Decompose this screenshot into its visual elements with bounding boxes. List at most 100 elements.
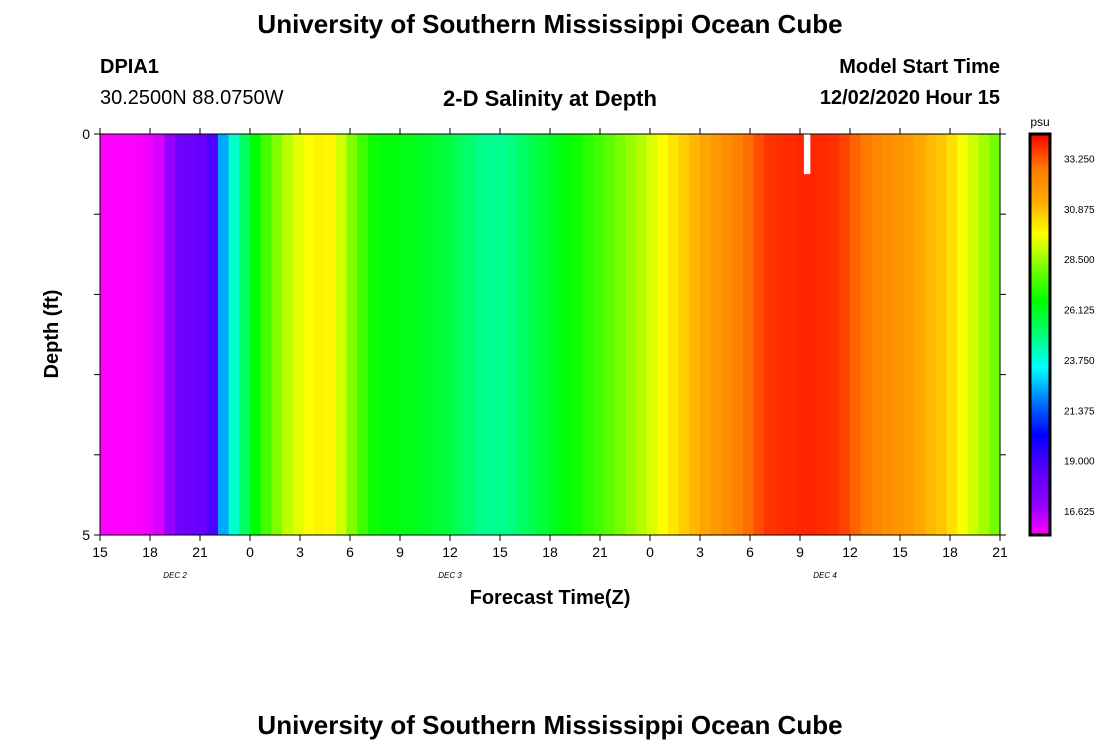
day-label: DEC 3: [438, 571, 462, 580]
salinity-column: [678, 134, 690, 535]
salinity-column: [560, 134, 573, 535]
salinity-column: [282, 134, 294, 535]
salinity-column: [807, 134, 819, 535]
x-tick-label: 21: [192, 544, 208, 560]
salinity-column: [957, 134, 969, 535]
x-tick-label: 18: [142, 544, 158, 560]
salinity-column: [389, 134, 401, 535]
x-tick-label: 6: [346, 544, 354, 560]
salinity-column: [228, 134, 240, 535]
salinity-column: [292, 134, 305, 535]
salinity-column: [646, 134, 658, 535]
x-tick-label: 9: [796, 544, 804, 560]
y-axis-label: Depth (ft): [41, 290, 63, 379]
x-tick-label: 9: [396, 544, 404, 560]
salinity-column: [367, 134, 380, 535]
salinity-column: [475, 134, 487, 535]
salinity-column: [432, 134, 444, 535]
salinity-column: [732, 134, 744, 535]
salinity-column: [914, 134, 926, 535]
x-tick-label: 15: [92, 544, 108, 560]
salinity-column: [785, 134, 798, 535]
x-tick-label: 18: [542, 544, 558, 560]
salinity-column: [239, 134, 251, 535]
colorbar-tick-label: 21.375: [1064, 406, 1095, 417]
salinity-column: [635, 134, 648, 535]
salinity-column: [882, 134, 894, 535]
salinity-column: [742, 134, 755, 535]
salinity-column: [442, 134, 455, 535]
x-tick-label: 3: [296, 544, 304, 560]
salinity-column: [625, 134, 637, 535]
salinity-column: [110, 134, 123, 535]
salinity-column: [271, 134, 283, 535]
salinity-column: [667, 134, 680, 535]
salinity-column: [260, 134, 273, 535]
salinity-column: [357, 134, 369, 535]
salinity-column: [710, 134, 723, 535]
x-tick-label: 15: [492, 544, 508, 560]
salinity-column: [507, 134, 519, 535]
salinity-column: [400, 134, 412, 535]
salinity-column: [753, 134, 765, 535]
salinity-column: [989, 134, 1001, 535]
day-label: DEC 2: [163, 571, 187, 580]
y-tick-label: 5: [82, 527, 90, 543]
salinity-column: [871, 134, 883, 535]
salinity-column: [721, 134, 733, 535]
salinity-column: [453, 134, 465, 535]
x-tick-label: 21: [592, 544, 608, 560]
page-title: University of Southern Mississippi Ocean…: [257, 9, 843, 39]
x-tick-label: 3: [696, 544, 704, 560]
colorbar: [1028, 132, 1052, 537]
heatmap-cells: [100, 134, 1001, 535]
salinity-column: [978, 134, 990, 535]
salinity-column: [860, 134, 873, 535]
salinity-column: [217, 134, 230, 535]
model-start-label: Model Start Time: [839, 56, 1000, 78]
chart-marks: 15 18 21 0 3 6 9 12 15 18 21 0 3 6 9 12 15 18 21 DEC 2 DEC 3…: [82, 126, 1095, 580]
salinity-column: [850, 134, 862, 535]
salinity-column: [828, 134, 840, 535]
footer-title: University of Southern Mississippi Ocean…: [257, 710, 843, 740]
salinity-column: [496, 134, 508, 535]
x-tick-label: 18: [942, 544, 958, 560]
x-tick-label: 15: [892, 544, 908, 560]
colorbar-tick-label: 26.125: [1064, 306, 1095, 317]
salinity-column: [132, 134, 144, 535]
salinity-column: [153, 134, 165, 535]
salinity-column: [142, 134, 155, 535]
salinity-column: [314, 134, 326, 535]
salinity-column: [657, 134, 669, 535]
salinity-column: [175, 134, 187, 535]
salinity-column: [421, 134, 433, 535]
colorbar-tick-label: 33.250: [1064, 154, 1095, 165]
salinity-column: [571, 134, 583, 535]
salinity-column: [164, 134, 176, 535]
salinity-column: [539, 134, 551, 535]
x-axis-label: Forecast Time(Z): [470, 587, 631, 609]
salinity-column: [935, 134, 948, 535]
salinity-column: [796, 134, 808, 535]
colorbar-tick-label: 28.500: [1064, 255, 1095, 266]
model-start-value: 12/02/2020 Hour 15: [819, 87, 1000, 109]
salinity-column: [689, 134, 701, 535]
salinity-column: [346, 134, 358, 535]
station-coordinates: 30.2500N 88.0750W: [100, 87, 284, 109]
salinity-column: [185, 134, 198, 535]
x-tick-label: 12: [442, 544, 458, 560]
x-tick-label: 6: [746, 544, 754, 560]
salinity-column: [550, 134, 562, 535]
x-tick-label: 0: [246, 544, 254, 560]
salinity-column: [378, 134, 390, 535]
salinity-column: [100, 134, 112, 535]
salinity-column: [196, 134, 208, 535]
salinity-column: [603, 134, 615, 535]
salinity-column: [303, 134, 315, 535]
colorbar-tick-label: 19.000: [1064, 457, 1095, 468]
salinity-column: [775, 134, 787, 535]
colorbar-tick-label: 23.750: [1064, 356, 1095, 367]
salinity-column: [903, 134, 915, 535]
salinity-column: [410, 134, 423, 535]
